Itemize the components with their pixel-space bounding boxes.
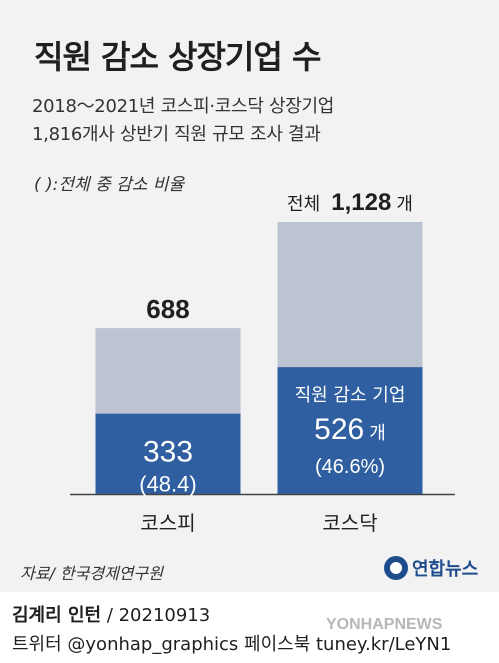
decrease-label-kospi: 333	[143, 436, 193, 469]
total-label-kosdaq-value: 1,128	[331, 189, 391, 216]
yonhap-logo-text: 연합뉴스	[412, 559, 479, 580]
total-label-kospi: 688	[146, 294, 189, 324]
ratio-note: ( ):전체 중 감소 비율	[34, 175, 185, 195]
yonhap-logo: 연합뉴스	[384, 553, 478, 583]
x-tick-label-kosdaq: 코스닥	[322, 511, 377, 535]
social-links: 트위터 @yonhap_graphics 페이스북 tuney.kr/LeYN1	[12, 634, 452, 655]
author-name: 김계리 인턴	[12, 605, 102, 626]
subtitle-line-1: 2018～2021년 코스피·코스닥 상장기업	[32, 96, 335, 117]
source-note: 자료/ 한국경제연구원	[20, 564, 163, 583]
total-label-kosdaq-prefix: 전체	[287, 194, 320, 215]
subtitle-line-2: 1,816개사 상반기 직원 규모 조사 결과	[32, 124, 321, 145]
publish-date: / 20210913	[106, 605, 211, 626]
total-label-kosdaq-unit: 개	[396, 194, 413, 215]
decrease-unit-kosdaq: 개	[369, 423, 386, 444]
total-label-kosdaq: 전체 1,128 개	[287, 189, 413, 216]
x-tick-label-kospi: 코스피	[140, 511, 195, 535]
decrease-pct-kosdaq: (46.6%)	[315, 456, 385, 478]
bar-decrease-kosdaq	[277, 367, 423, 494]
chart-title: 직원 감소 상장기업 수	[34, 38, 321, 76]
bar-chart: 688 전체 1,128 개 333 (48.4) 직원 감소 기업 526 개…	[70, 189, 455, 535]
decrease-legend-kosdaq: 직원 감소 기업	[295, 385, 406, 406]
watermark: YONHAPNEWS	[326, 616, 443, 633]
yonhap-logo-icon	[384, 556, 408, 580]
decrease-value-kosdaq: 526	[314, 413, 364, 446]
decrease-label-kosdaq: 526 개	[314, 413, 386, 446]
decrease-pct-kospi: (48.4)	[139, 472, 196, 497]
bar-decrease-kospi	[95, 413, 241, 494]
byline: 김계리 인턴 / 20210913	[12, 601, 210, 627]
